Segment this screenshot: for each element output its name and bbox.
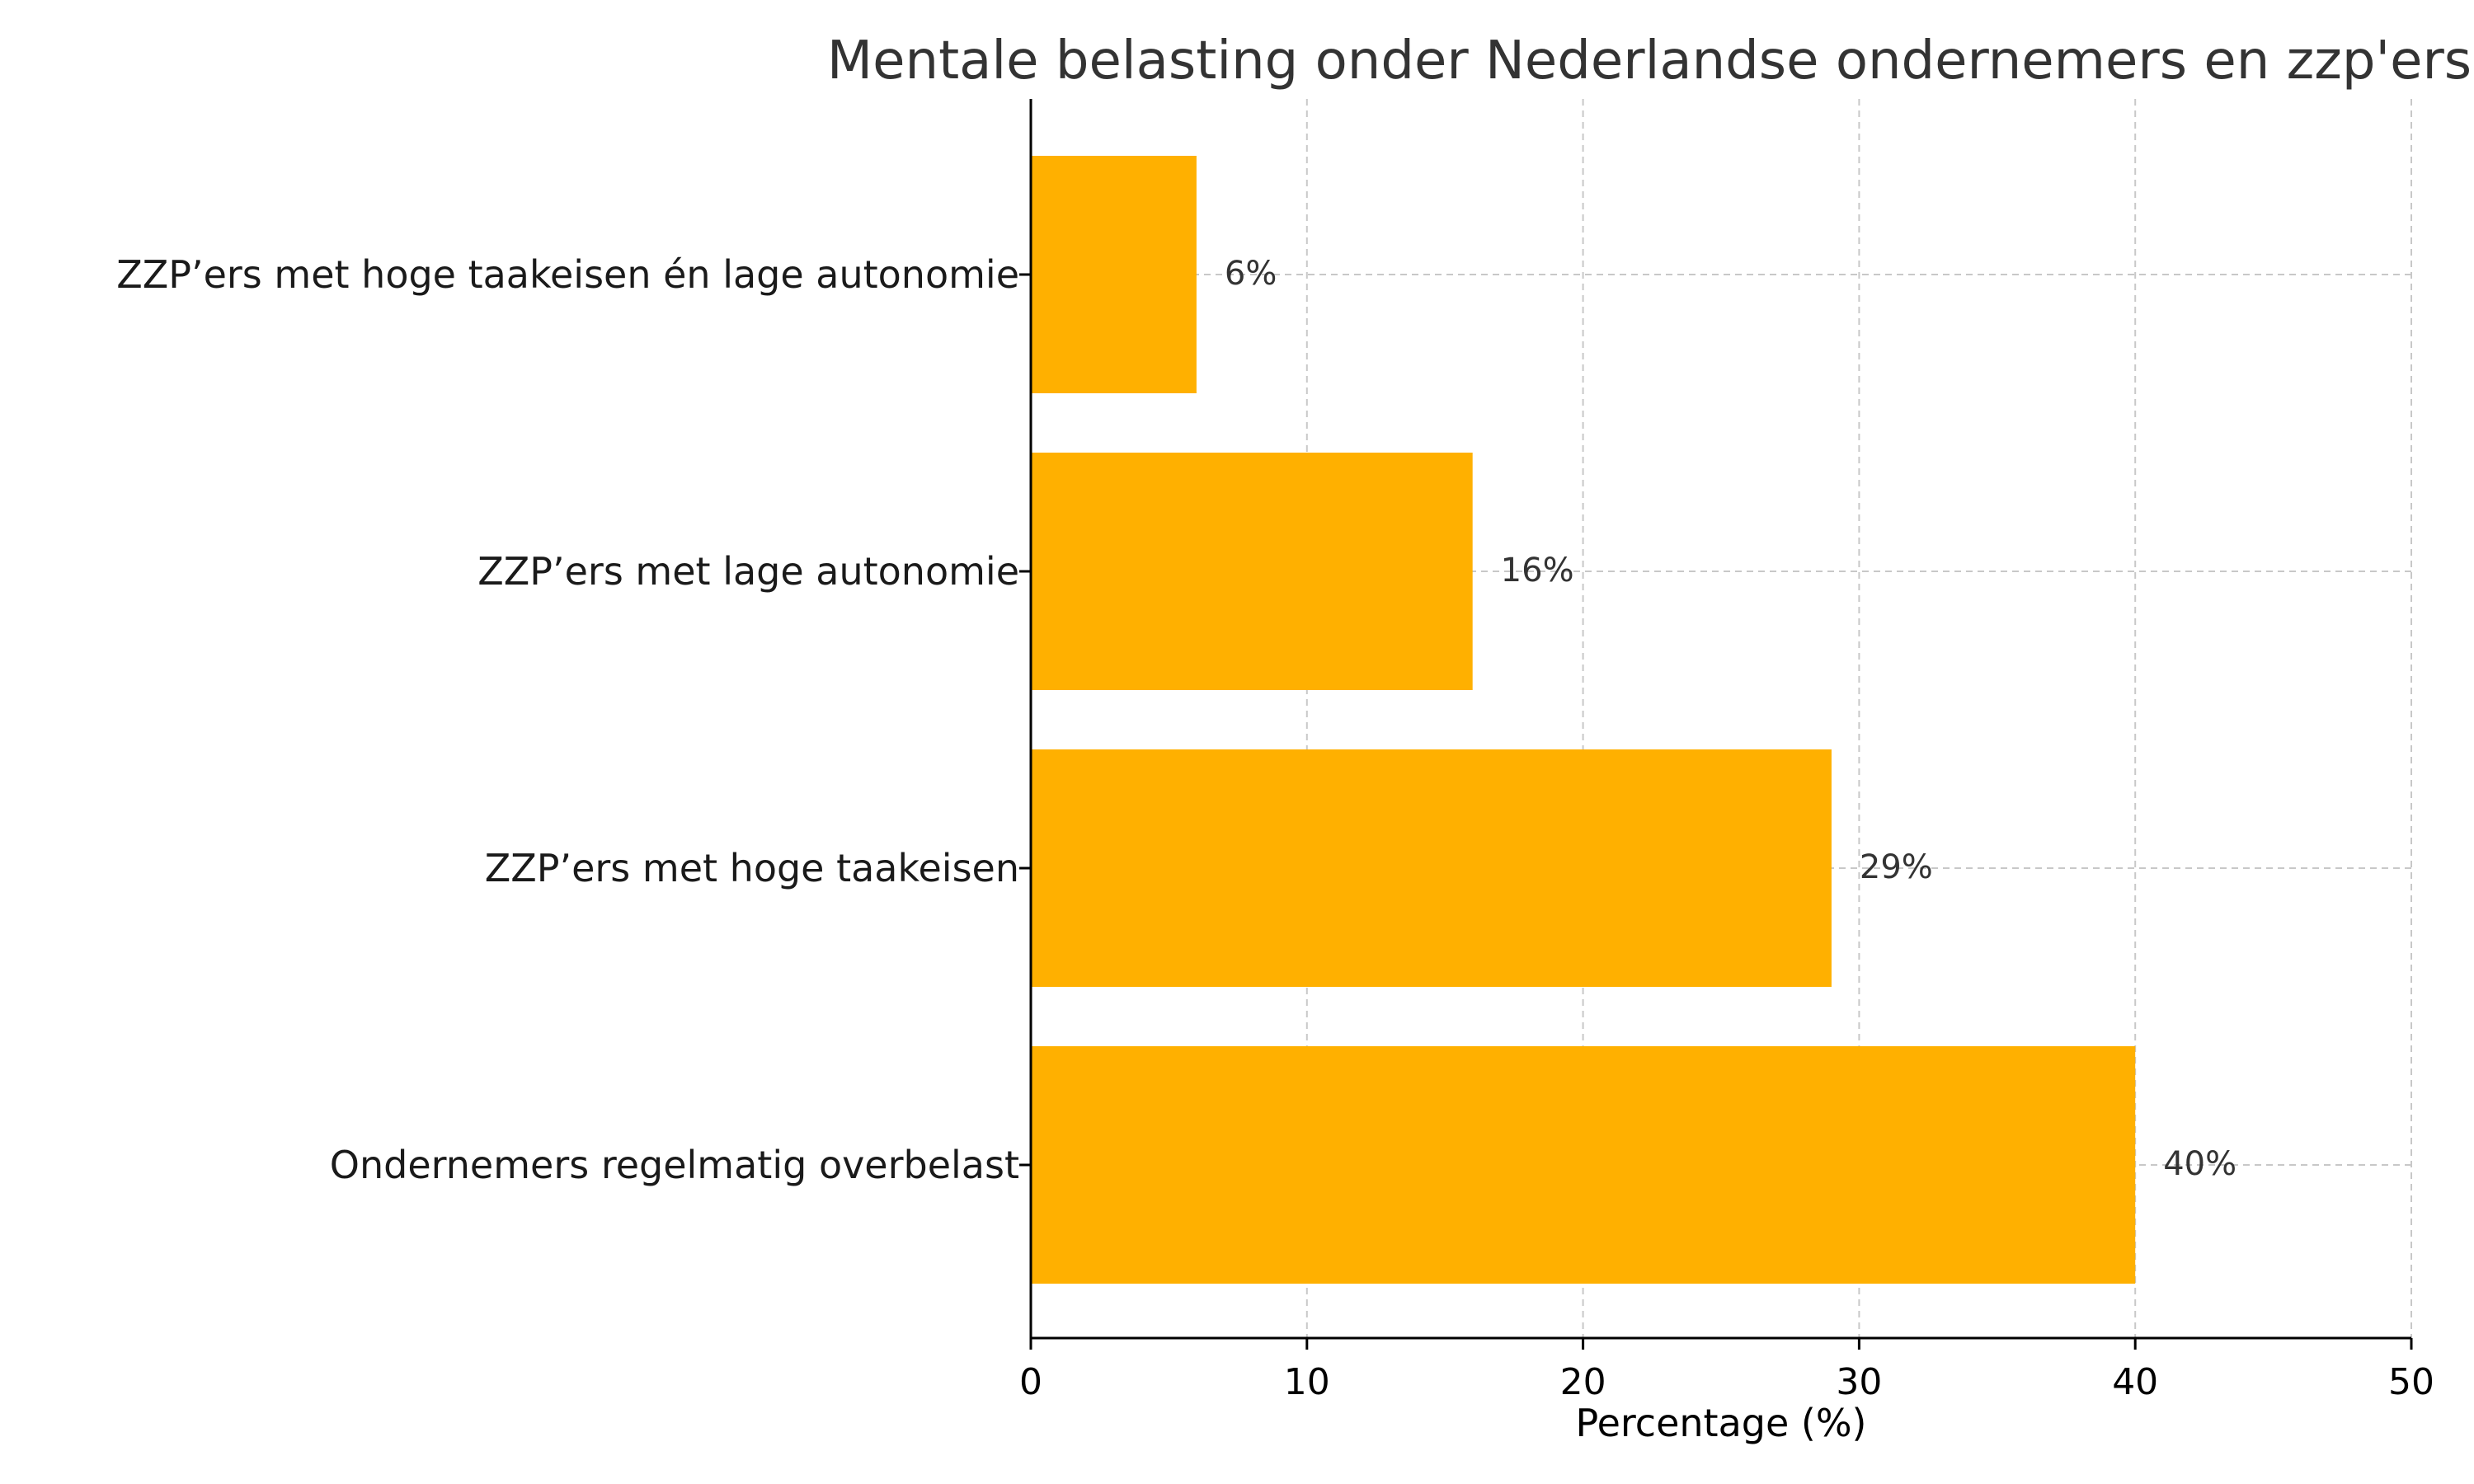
bar-0 bbox=[1031, 156, 1197, 393]
x-axis-title: Percentage (%) bbox=[1576, 1401, 1867, 1445]
bar-3 bbox=[1031, 1046, 2136, 1284]
data-label-0: 6% bbox=[1225, 255, 1277, 293]
bar-1 bbox=[1031, 453, 1473, 690]
x-tick-label-3: 30 bbox=[1836, 1361, 1882, 1403]
label-layer: 0 10 20 30 40 50 ZZP’ers met hoge taakeisen én… bbox=[116, 252, 2434, 1403]
category-label-1: ZZP’ers met lage autonomie bbox=[477, 549, 1019, 594]
bar-layer bbox=[1031, 156, 2136, 1284]
data-label-3: 40% bbox=[2163, 1145, 2236, 1183]
category-label-2: ZZP’ers met hoge taakeisen bbox=[485, 846, 1019, 890]
chart-title: Mentale belasting onder Nederlandse onde… bbox=[827, 31, 2472, 92]
axis-layer bbox=[1019, 99, 2413, 1350]
x-tick-label-2: 20 bbox=[1560, 1361, 1606, 1403]
x-tick-label-0: 0 bbox=[1019, 1361, 1042, 1403]
category-label-0: ZZP’ers met hoge taakeisen én lage auton… bbox=[116, 252, 1019, 297]
data-label-2: 29% bbox=[1860, 848, 1933, 886]
data-label-1: 16% bbox=[1501, 552, 1574, 589]
x-tick-label-5: 50 bbox=[2388, 1361, 2434, 1403]
category-label-3: Ondernemers regelmatig overbelast bbox=[330, 1143, 1019, 1187]
x-tick-label-1: 10 bbox=[1284, 1361, 1330, 1403]
bar-2 bbox=[1031, 749, 1832, 987]
x-tick-label-4: 40 bbox=[2112, 1361, 2158, 1403]
